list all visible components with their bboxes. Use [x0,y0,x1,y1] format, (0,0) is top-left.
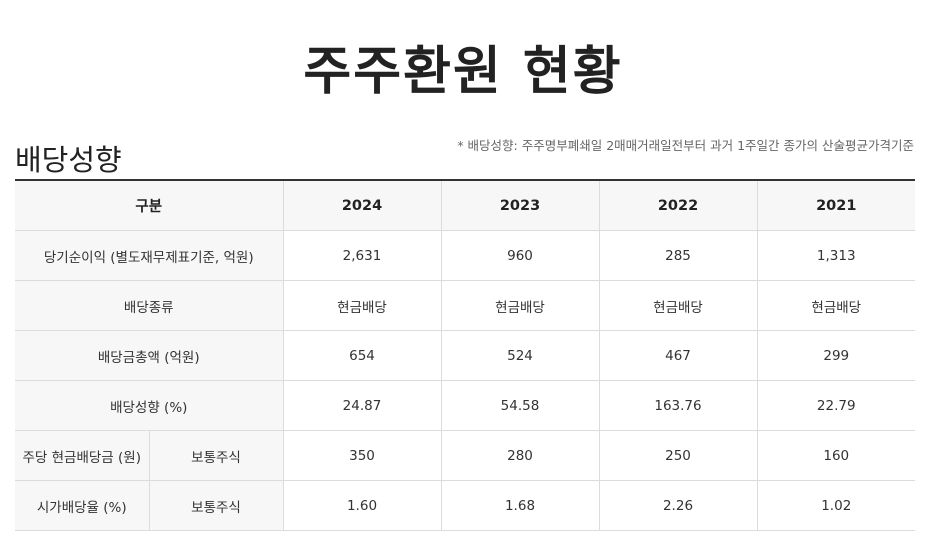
cell-total-dividend-2021: 299 [757,330,915,381]
table-row-dps: 주당 현금배당금 (원) 보통주식 350 280 250 160 [15,430,915,481]
cell-dps-2021: 160 [757,430,915,481]
table-row-net-income: 당기순이익 (별도재무제표기준, 억원) 2,631 960 285 1,313 [15,230,915,281]
row-label-dps: 주당 현금배당금 (원) [15,430,150,481]
cell-dps-2022: 250 [599,430,758,481]
table-row-total-dividend: 배당금총액 (억원) 654 524 467 299 [15,330,915,381]
cell-payout-ratio-2023: 54.58 [441,380,600,431]
cell-payout-ratio-2024: 24.87 [283,380,442,431]
header-year-2022: 2022 [599,180,758,231]
table-header-row: 구분 2024 2023 2022 2021 [15,180,915,231]
cell-total-dividend-2022: 467 [599,330,758,381]
cell-dividend-yield-2022: 2.26 [599,480,758,531]
cell-dps-2023: 280 [441,430,600,481]
cell-net-income-2023: 960 [441,230,600,281]
cell-total-dividend-2024: 654 [283,330,442,381]
cell-dividend-type-2023: 현금배당 [441,280,600,331]
header-year-2024: 2024 [283,180,442,231]
cell-dividend-yield-2021: 1.02 [757,480,915,531]
row-label-dividend-yield: 시가배당율 (%) [15,480,150,531]
row-label-net-income: 당기순이익 (별도재무제표기준, 억원) [15,230,284,281]
page-title: 주주환원 현황 [303,41,623,102]
table-row-dividend-type: 배당종류 현금배당 현금배당 현금배당 현금배당 [15,280,915,331]
header-category: 구분 [15,180,284,231]
header-year-2023: 2023 [441,180,600,231]
cell-dps-2024: 350 [283,430,442,481]
cell-dividend-yield-2023: 1.68 [441,480,600,531]
row-label-payout-ratio: 배당성향 (%) [15,380,284,431]
cell-dividend-type-2024: 현금배당 [283,280,442,331]
cell-payout-ratio-2021: 22.79 [757,380,915,431]
dividend-table: 구분 2024 2023 2022 2021 당기순이익 (별도재무제표기준, … [15,179,915,531]
cell-net-income-2021: 1,313 [757,230,915,281]
cell-net-income-2024: 2,631 [283,230,442,281]
cell-dividend-type-2022: 현금배당 [599,280,758,331]
cell-payout-ratio-2022: 163.76 [599,380,758,431]
table-row-dividend-yield: 시가배당율 (%) 보통주식 1.60 1.68 2.26 1.02 [15,480,915,531]
cell-dividend-type-2021: 현금배당 [757,280,915,331]
header-year-2021: 2021 [757,180,915,231]
payout-ratio-footnote: * 배당성향: 주주명부폐쇄일 2매매거래일전부터 과거 1주일간 종가의 산술… [457,138,914,153]
table-row-payout-ratio: 배당성향 (%) 24.87 54.58 163.76 22.79 [15,380,915,431]
row-sublabel-yield-common: 보통주식 [149,480,284,531]
row-label-total-dividend: 배당금총액 (억원) [15,330,284,381]
cell-dividend-yield-2024: 1.60 [283,480,442,531]
section-title: 배당성향 [15,143,122,178]
cell-net-income-2022: 285 [599,230,758,281]
cell-total-dividend-2023: 524 [441,330,600,381]
row-label-dividend-type: 배당종류 [15,280,284,331]
row-sublabel-dps-common: 보통주식 [149,430,284,481]
